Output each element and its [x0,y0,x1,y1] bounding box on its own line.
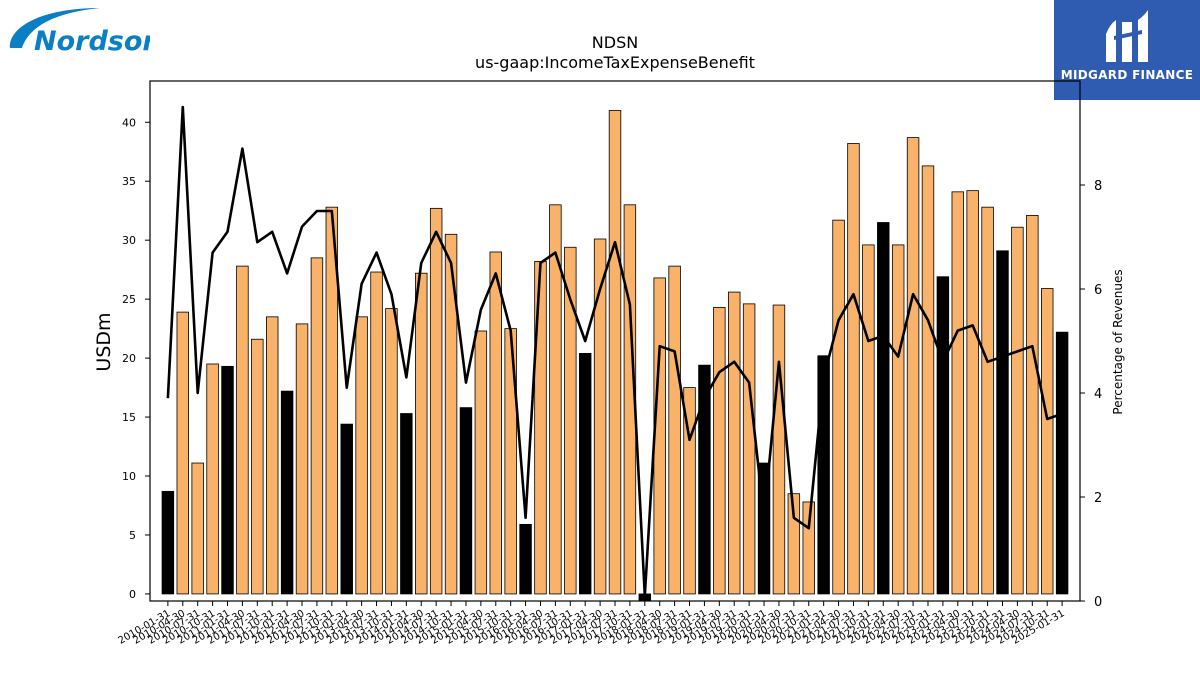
bar-2013-07-31 [370,271,383,595]
bar-series [161,110,1069,602]
bar-2012-01-31 [280,390,294,595]
y-axis-label: USDm [93,312,115,371]
bar-2021-10-31 [862,244,875,595]
bar-2022-07-31 [906,137,920,595]
bar-2016-10-31 [564,246,577,595]
bar-2017-07-31 [608,110,622,595]
y-tick-label: 25 [122,293,136,306]
bar-2023-10-31 [981,206,994,595]
bar-2020-07-31 [787,493,801,595]
bar-2015-01-31 [459,407,473,595]
y-tick-label: 5 [129,529,136,542]
bar-2021-07-31 [847,143,860,595]
bar-2022-01-31 [877,222,890,595]
bar-2020-10-31 [802,501,815,595]
bar-2014-07-31 [429,207,443,595]
bar-2017-01-31 [578,352,592,595]
bar-2010-04-30 [176,311,190,595]
bar-2013-10-31 [385,308,398,595]
midgard-emblem-icon [1106,10,1148,62]
bar-2011-04-30 [236,265,249,595]
bar-2011-01-31 [221,365,234,595]
chart-title: NDSN [592,33,638,52]
bar-2019-07-31 [728,291,741,595]
bar-2010-01-31 [161,490,175,595]
y-tick-label: 30 [122,234,136,247]
bar-2025-01-31 [1055,331,1069,595]
bar-2010-07-31 [191,462,204,595]
midgard-finance-logo: MIDGARD FINANCE [1054,0,1200,100]
bar-2015-04-30 [474,330,488,595]
bar-2013-04-30 [355,316,368,595]
y2-tick-label: 0 [1094,595,1102,610]
y-tick-label: 35 [122,175,136,188]
bar-2020-01-31 [757,462,771,595]
bar-2010-10-31 [206,363,219,595]
bar-2021-01-31 [817,355,830,595]
bar-2016-07-31 [549,204,562,595]
y2-tick-label: 8 [1094,179,1102,194]
y-tick-label: 40 [122,116,136,129]
line-series [166,105,1063,598]
revenue-percentage-line [166,105,1063,598]
nordson-logo: Nordson [0,0,162,60]
bar-2017-04-30 [593,238,607,595]
bar-2024-01-31 [996,250,1009,595]
y2-tick-label: 2 [1094,491,1102,506]
y-tick-label: 0 [129,588,136,601]
bar-2011-07-31 [251,338,264,595]
bar-2023-04-30 [951,191,965,595]
bar-2016-01-31 [519,523,532,595]
y-tick-label: 10 [122,470,136,483]
bar-2022-10-31 [921,165,935,595]
bar-2013-01-31 [340,423,353,595]
bar-2012-10-31 [325,206,339,595]
bar-2022-04-30 [891,244,905,595]
y2-tick-label: 4 [1094,387,1102,402]
nordson-swoosh-icon [9,8,100,48]
chart-subtitle: us-gaap:IncomeTaxExpenseBenefit [475,53,755,72]
bar-2020-04-30 [772,304,786,595]
bar-2018-10-31 [683,387,696,595]
bar-2018-07-31 [668,265,681,595]
bar-2024-07-31 [1026,215,1039,595]
y-tick-label: 20 [122,352,136,365]
bar-2019-10-31 [742,303,756,595]
bar-2014-04-30 [415,272,428,595]
bar-2019-01-31 [698,364,711,595]
y2-axis-label: Percentage of Revenues [1111,269,1125,414]
bar-2012-04-30 [295,323,309,595]
brand-name: MIDGARD FINANCE [1060,68,1194,82]
bar-2012-07-31 [310,257,324,595]
y-axis-ticks: 0 5 10 15 20 25 30 35 40 [122,116,150,601]
bar-2019-04-30 [713,306,726,595]
bar-2014-01-31 [400,413,413,595]
nordson-logo-text: Nordson [34,26,150,57]
bar-2021-04-30 [832,219,845,595]
bar-2016-04-30 [534,261,547,595]
y2-axis-ticks: 0 2 4 6 8 [1080,179,1102,610]
bar-2024-10-31 [1041,288,1054,595]
y-tick-label: 15 [122,411,136,424]
y2-tick-label: 6 [1094,283,1102,298]
bar-2023-01-31 [936,276,950,595]
bar-2024-04-30 [1011,226,1024,595]
bar-2023-07-31 [966,190,979,595]
bar-2015-07-31 [489,251,502,595]
bar-2011-10-31 [265,316,279,595]
bar-2014-10-31 [444,233,458,595]
x-axis-ticks: 2010-01-312010-04-302010-07-312010-10-31… [117,601,1067,647]
